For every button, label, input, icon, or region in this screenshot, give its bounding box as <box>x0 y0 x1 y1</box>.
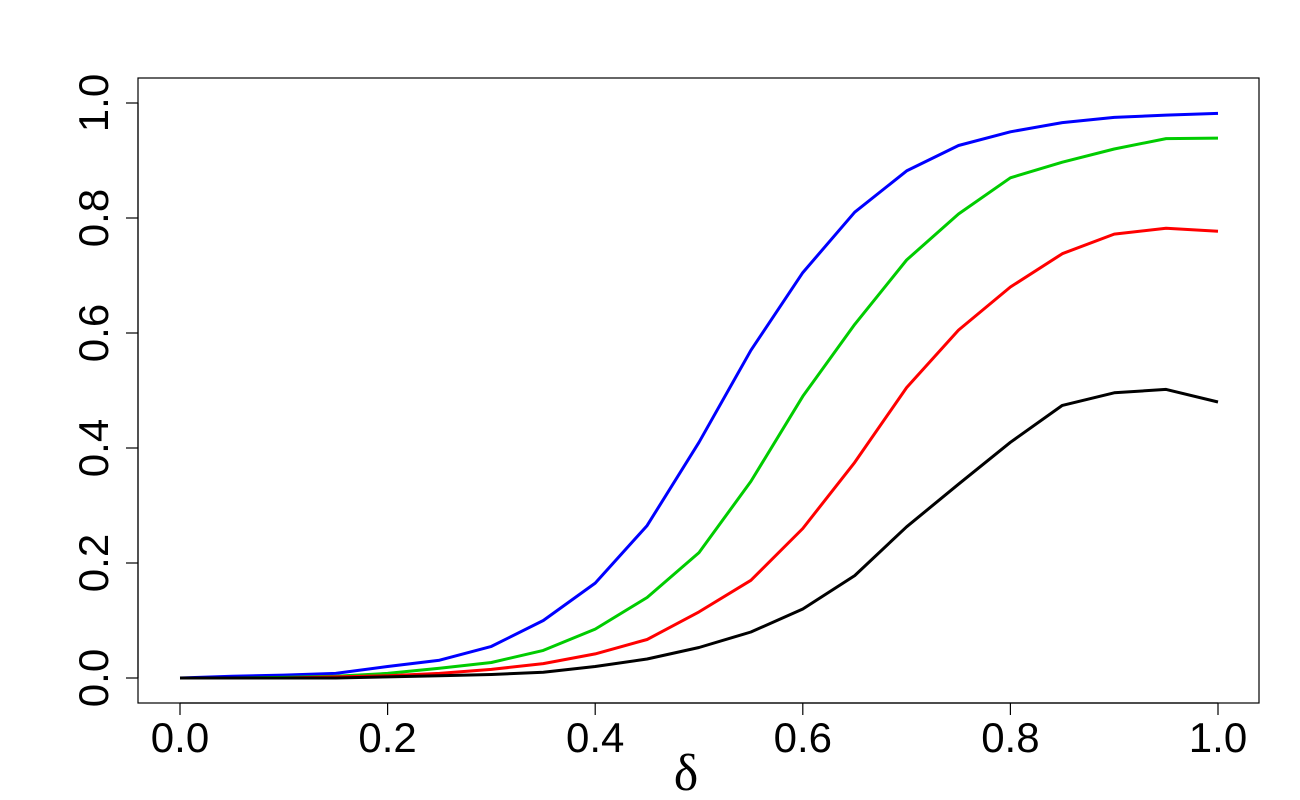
series-line-2 <box>180 226 1219 680</box>
y-tick-label: 0.8 <box>70 189 117 247</box>
y-tick-label: 0.4 <box>70 419 117 477</box>
x-tick-label: 0.6 <box>774 714 832 761</box>
x-axis: 0.0 0.2 0.4 0.6 0.8 1.0 <box>151 702 1247 761</box>
plot-frame <box>137 77 1260 704</box>
x-axis-label: δ <box>674 745 699 800</box>
y-tick-label: 0.2 <box>70 534 117 592</box>
x-tick-label: 0.8 <box>981 714 1039 761</box>
x-tick-label: 0.2 <box>358 714 416 761</box>
y-tick-label: 0.0 <box>70 649 117 707</box>
series-line-3 <box>180 387 1219 680</box>
series-line-0 <box>179 111 1219 680</box>
x-tick-label: 0.4 <box>566 714 624 761</box>
y-tick-label: 1.0 <box>70 74 117 132</box>
series-group <box>179 111 1219 680</box>
x-tick-label: 0.0 <box>151 714 209 761</box>
series-line-1 <box>180 136 1219 680</box>
y-tick-label: 0.6 <box>70 304 117 362</box>
x-tick-label: 1.0 <box>1189 714 1247 761</box>
y-axis: 0.0 0.2 0.4 0.6 0.8 1.0 <box>70 74 139 707</box>
